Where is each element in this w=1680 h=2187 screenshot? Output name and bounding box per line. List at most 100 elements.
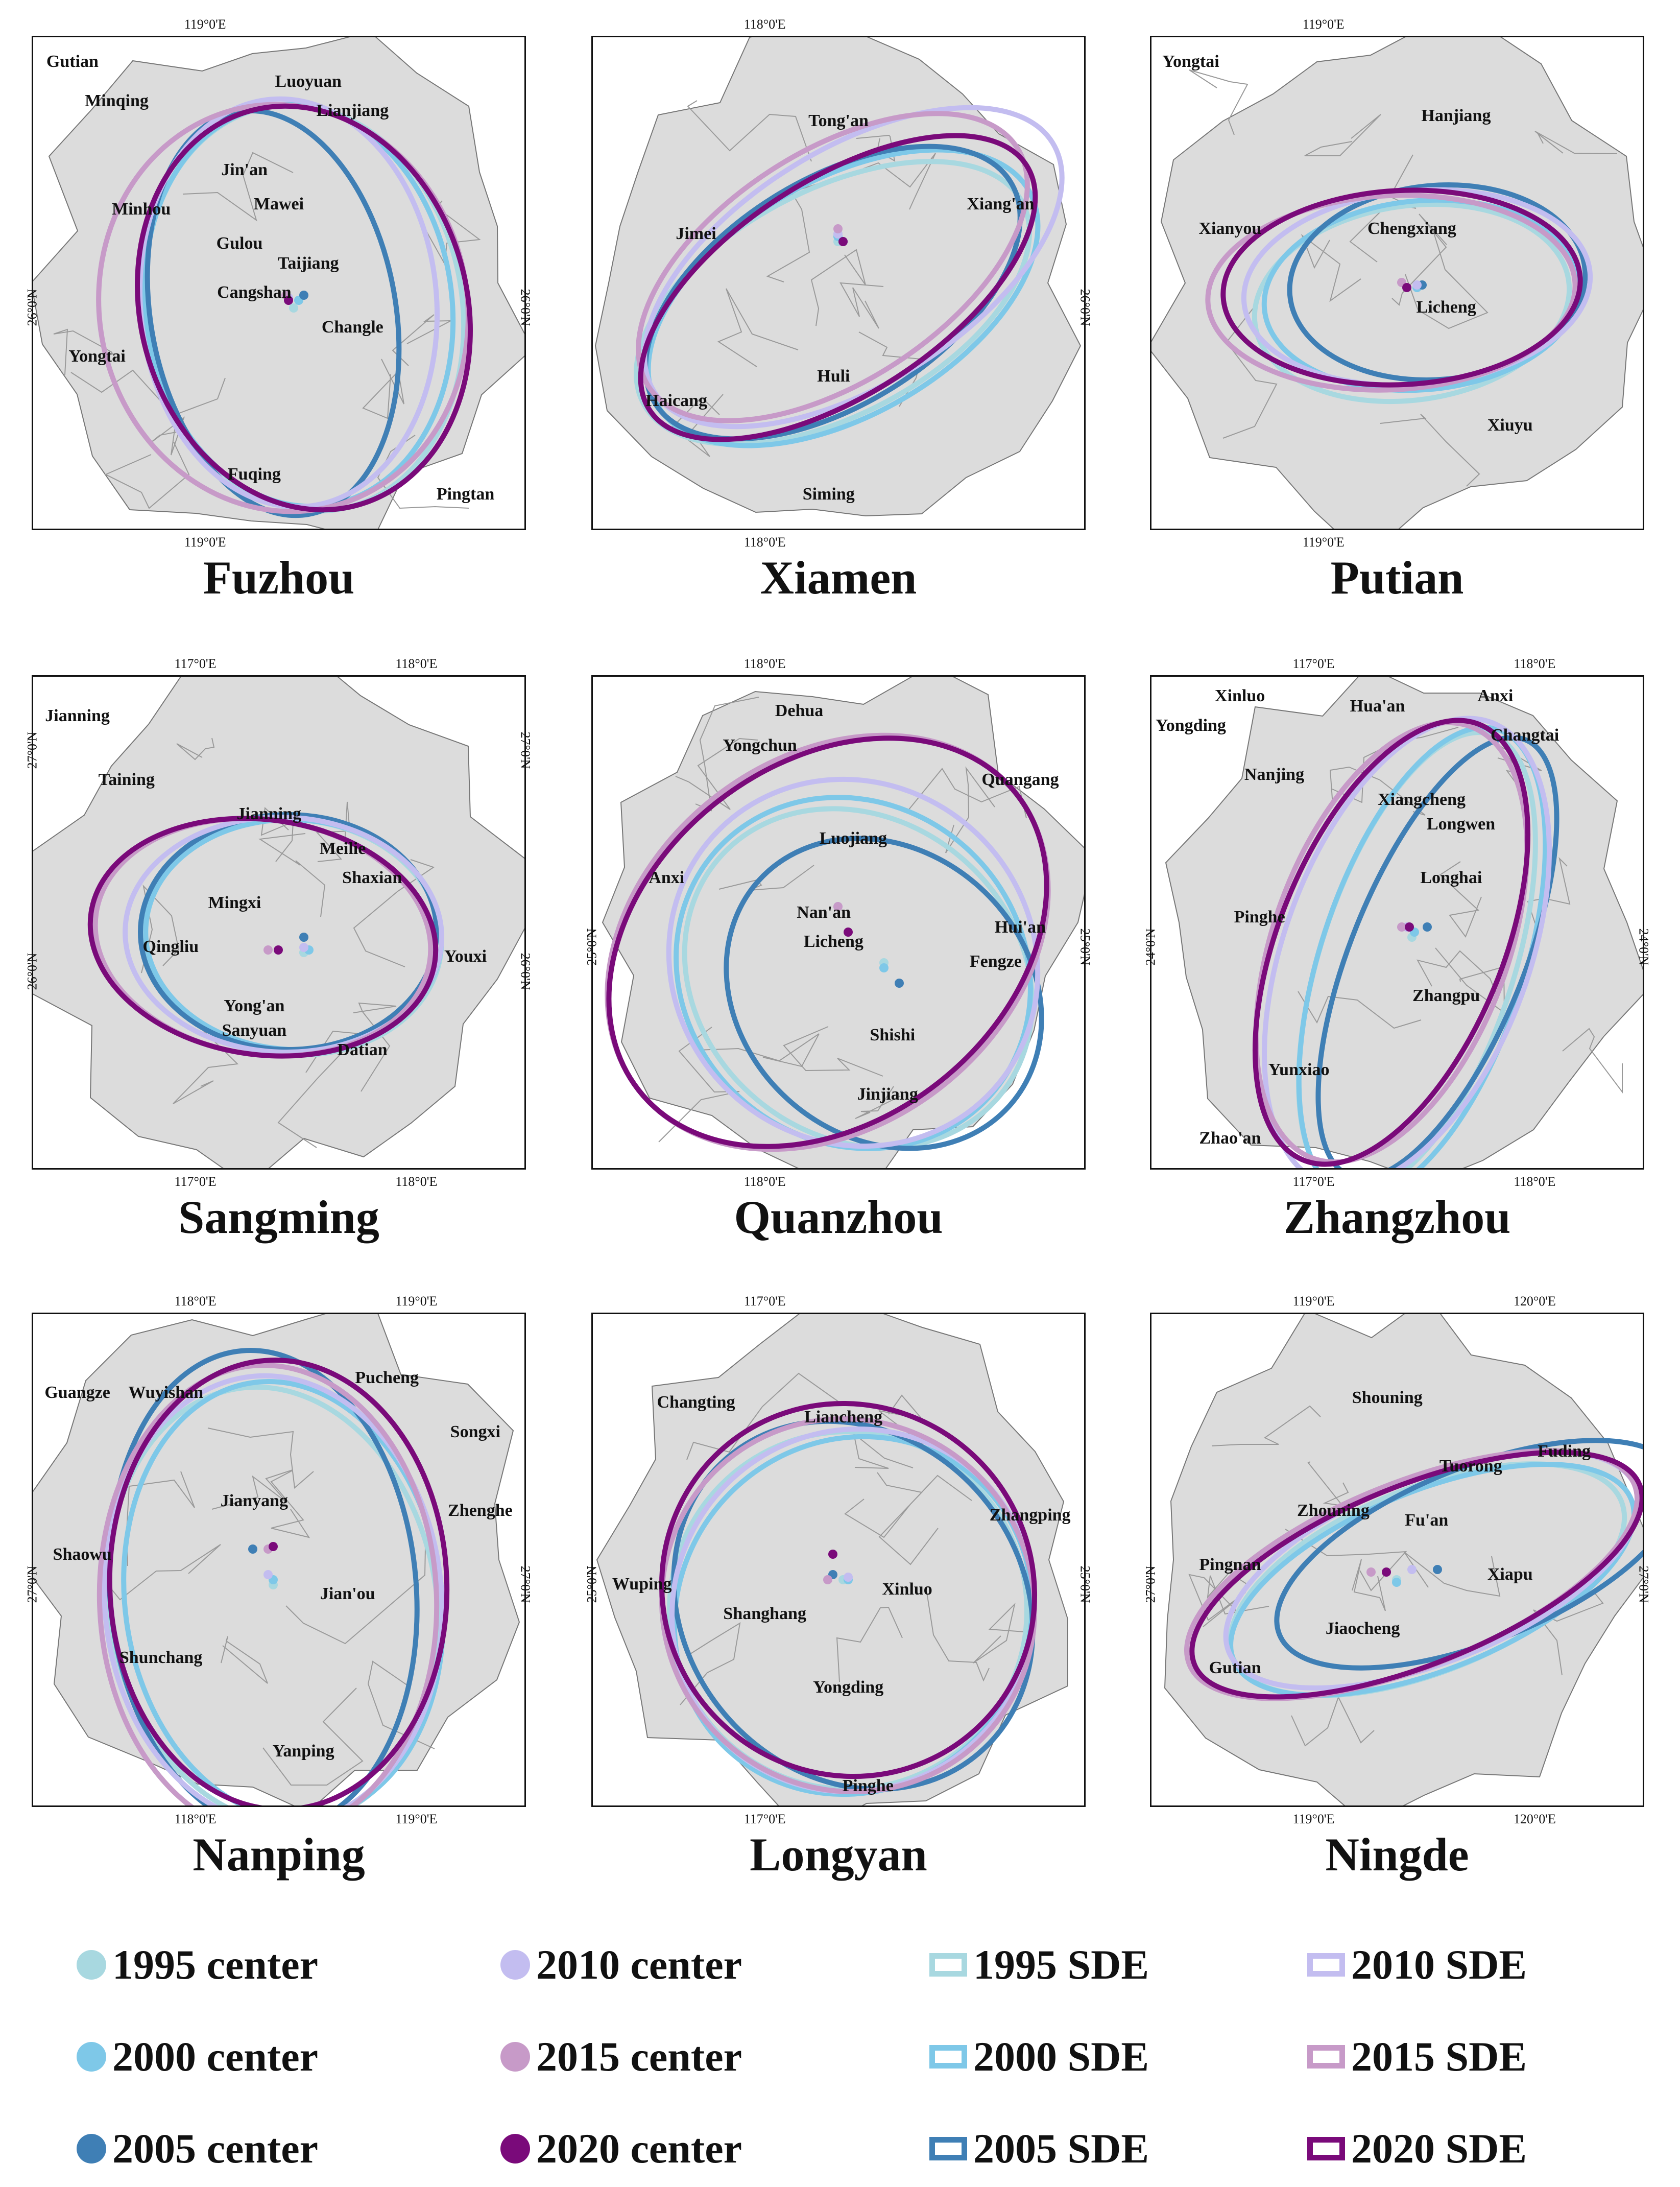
place-label: Xinluo (1215, 686, 1265, 706)
graticule-label: 25°0'N (584, 928, 599, 966)
graticule-label: 118°0'E (1514, 656, 1556, 671)
map-panel-xiamen: Tong'an Xiang'an Jimei Huli Haicang Siming 118… (591, 17, 1093, 550)
graticule-label: 27°0'N (1636, 1565, 1651, 1603)
legend-item-2010-center: 2010 center (500, 1941, 742, 1989)
place-label: Mawei (253, 195, 304, 214)
center-point-2015 (833, 902, 843, 911)
map-panel-ningde: Shouning Fuding Tuorong Zhouning Fu'an Pingna… (1143, 1294, 1651, 1826)
center-point-2015 (833, 224, 843, 233)
place-label: Sanyuan (222, 1020, 287, 1040)
legend-item-2020-sde: 2020 SDE (1307, 2125, 1527, 2173)
place-label: Qingliu (142, 937, 199, 957)
legend-label: 2005 SDE (973, 2125, 1149, 2172)
place-label: Wuping (612, 1575, 672, 1594)
sde-ellipse-2020 (87, 816, 439, 1059)
legend-item-2005-sde: 2005 SDE (929, 2125, 1149, 2173)
sde-ellipse-2020 (1220, 187, 1583, 388)
place-label: Xiangcheng (1378, 790, 1466, 809)
place-label: Changting (657, 1393, 735, 1412)
graticule-label: 117°0'E (174, 1174, 217, 1189)
place-label: Jimei (676, 224, 716, 243)
graticule-label: 118°0'E (1514, 1174, 1556, 1189)
graticule-label: 118°0'E (743, 1174, 786, 1189)
place-label: Pingtan (436, 484, 495, 504)
place-label: Changtai (1491, 726, 1559, 745)
center-point-2005 (299, 933, 308, 942)
legend-dot-icon (77, 2042, 106, 2072)
graticule-label: 26°0'N (25, 289, 40, 326)
place-label: Gutian (46, 52, 99, 72)
place-label: Licheng (803, 932, 863, 952)
center-point-2015 (823, 1575, 832, 1584)
sde-ellipse-2020 (1189, 1449, 1643, 1700)
panel-title: Putian (1330, 552, 1464, 604)
map-panel-fuzhou: Gutian Minqing Luoyuan Lianjiang Jin'an Mawei… (25, 17, 533, 550)
center-point-2020 (284, 296, 293, 305)
sde-ellipse-2000 (1296, 725, 1548, 1168)
legend-ellipse-icon (929, 2137, 967, 2160)
place-label: Changle (321, 317, 383, 337)
place-label: Tuorong (1439, 1457, 1502, 1476)
place-label: Tong'an (808, 111, 869, 130)
center-point-2020 (269, 1542, 278, 1551)
place-label: Quangang (981, 770, 1059, 790)
center-point-2005 (1423, 922, 1432, 932)
sde-ellipse-2015 (1205, 193, 1578, 393)
place-label: Shanghang (723, 1604, 806, 1623)
place-label: Zhangpu (1412, 986, 1480, 1006)
sde-ellipse-2010 (123, 814, 444, 1055)
sde-ellipse-2020 (606, 735, 1049, 1149)
county-boundaries (141, 738, 435, 1148)
legend-label: 2010 center (536, 1941, 742, 1988)
place-label: Yong'an (224, 996, 285, 1015)
center-point-2005 (299, 291, 308, 300)
place-label: Songxi (450, 1422, 500, 1441)
place-label: Anxi (649, 868, 685, 888)
place-label: Pingnan (1199, 1555, 1261, 1574)
graticule-label: 118°0'E (174, 1812, 217, 1826)
legend-ellipse-icon (929, 1953, 967, 1977)
center-point-2010 (1407, 1565, 1417, 1574)
place-label: Shaxian (342, 868, 402, 888)
panel-title: Sangming (178, 1191, 379, 1243)
legend-label: 2015 center (536, 2033, 742, 2080)
county-boundaries (99, 1428, 435, 1786)
place-label: Jiaocheng (1325, 1619, 1400, 1638)
legend-item-2005-center: 2005 center (77, 2125, 318, 2173)
place-label: Yongchun (723, 735, 797, 755)
place-label: Shunchang (119, 1648, 203, 1668)
place-label: Yunxiao (1268, 1060, 1330, 1079)
graticule-label: 119°0'E (184, 535, 226, 550)
panel-title: Quanzhou (734, 1191, 943, 1243)
legend-label: 2000 center (112, 2033, 318, 2080)
legend-ellipse-icon (1307, 1953, 1345, 1977)
place-label: Jianning (236, 804, 302, 824)
graticule-label: 119°0'E (395, 1294, 438, 1309)
sde-ellipse-2010 (1262, 716, 1552, 1168)
center-point-2015 (263, 945, 273, 955)
center-point-2015 (1397, 922, 1406, 932)
place-label: Zhenghe (448, 1501, 513, 1520)
map-panel-zhangzhou: Xinluo Hua'an Anxi Yongding Changtai Nanjing X… (1143, 656, 1651, 1189)
map-canvas (1165, 677, 1643, 1168)
legend-label: 2005 center (112, 2125, 318, 2172)
place-label: Longhai (1420, 868, 1482, 888)
graticule-label: 118°0'E (174, 1294, 217, 1309)
legend-ellipse-icon (1307, 2045, 1345, 2069)
graticule-label: 118°0'E (395, 656, 438, 671)
place-label: Anxi (1477, 686, 1514, 706)
place-label: Minqing (85, 91, 149, 111)
graticule-label: 119°0'E (1302, 535, 1345, 550)
graticule-label: 118°0'E (743, 535, 786, 550)
place-label: Yanping (272, 1742, 334, 1761)
center-point-2020 (838, 237, 848, 246)
place-label: Pinghe (842, 1776, 894, 1795)
place-label: Nan'an (797, 902, 851, 922)
graticule-label: 27°0'N (518, 1565, 533, 1603)
sde-ellipse-1995 (1252, 201, 1572, 405)
panel-title: Nanping (193, 1828, 365, 1881)
map-panel-quanzhou: Dehua Yongchun Quangang Anxi Luojiang Nan'an L… (584, 656, 1092, 1189)
legend-dot-icon (77, 1950, 106, 1980)
graticule-label: 117°0'E (174, 656, 217, 671)
graticule-label: 117°0'E (1292, 656, 1335, 671)
